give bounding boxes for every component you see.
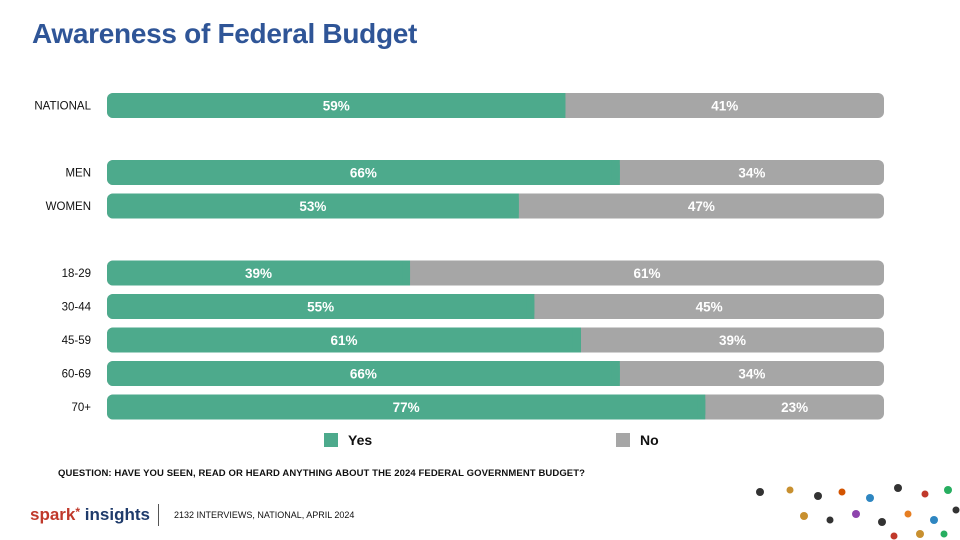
category-label: 18-29 — [62, 268, 91, 280]
category-label: 30-44 — [62, 302, 92, 314]
data-label-no: 41% — [711, 99, 738, 114]
legend-label-yes: Yes — [348, 432, 373, 448]
bar-yes-edge-70+ — [697, 394, 706, 420]
data-label-yes: 59% — [323, 99, 350, 114]
data-label-no: 39% — [719, 333, 746, 348]
bar-yes-60-69 — [107, 361, 620, 386]
legend-swatch-yes — [324, 433, 338, 447]
brand-logo-spark: spark — [30, 505, 76, 524]
footer-note: 2132 INTERVIEWS, NATIONAL, APRIL 2024 — [174, 510, 355, 520]
data-label-yes: 53% — [299, 199, 326, 214]
bar-yes-edge-18-29 — [402, 260, 411, 286]
data-label-no: 34% — [738, 367, 765, 382]
data-label-no: 34% — [738, 166, 765, 181]
data-label-yes: 66% — [350, 166, 377, 181]
page-title: Awareness of Federal Budget — [32, 18, 418, 49]
bar-yes-women — [107, 193, 519, 219]
crowd-illustration — [756, 484, 960, 540]
legend-item-yes: Yes — [324, 432, 372, 448]
legend-swatch-no — [616, 433, 630, 447]
bar-yes-45-59 — [107, 327, 581, 353]
brand-logo: spark* insights — [30, 505, 150, 525]
spark-star-icon: * — [75, 505, 81, 519]
legend-item-no: No — [616, 432, 659, 448]
bar-yes-30-44 — [107, 294, 535, 319]
bar-yes-edge-national — [557, 93, 566, 118]
bar-yes-edge-men — [611, 160, 620, 185]
category-label: 60-69 — [62, 369, 91, 381]
data-label-yes: 55% — [307, 300, 334, 315]
data-label-yes: 61% — [330, 333, 357, 348]
category-label: MEN — [65, 168, 91, 180]
data-label-no: 61% — [633, 266, 660, 281]
bar-yes-edge-30-44 — [526, 294, 535, 319]
data-label-no: 23% — [781, 400, 808, 415]
category-label: WOMEN — [46, 201, 91, 213]
bar-yes-national — [107, 93, 566, 118]
bar-yes-18-29 — [107, 260, 411, 286]
bar-yes-edge-45-59 — [572, 327, 581, 353]
category-label: 45-59 — [62, 335, 91, 347]
bar-yes-edge-women — [510, 193, 519, 219]
survey-question: QUESTION: HAVE YOU SEEN, READ OR HEARD A… — [58, 468, 586, 479]
data-label-no: 47% — [688, 199, 715, 214]
legend-label-no: No — [640, 432, 659, 448]
data-label-yes: 66% — [350, 367, 377, 382]
brand-logo-insights: insights — [84, 505, 150, 524]
bar-yes-men — [107, 160, 620, 185]
bar-yes-edge-60-69 — [611, 361, 620, 386]
category-label: 70+ — [71, 402, 91, 414]
category-label: NATIONAL — [34, 101, 91, 113]
data-label-no: 45% — [696, 300, 723, 315]
footer-divider — [158, 504, 159, 526]
bar-yes-70+ — [107, 394, 706, 420]
data-label-yes: 77% — [393, 400, 420, 415]
data-label-yes: 39% — [245, 266, 272, 281]
